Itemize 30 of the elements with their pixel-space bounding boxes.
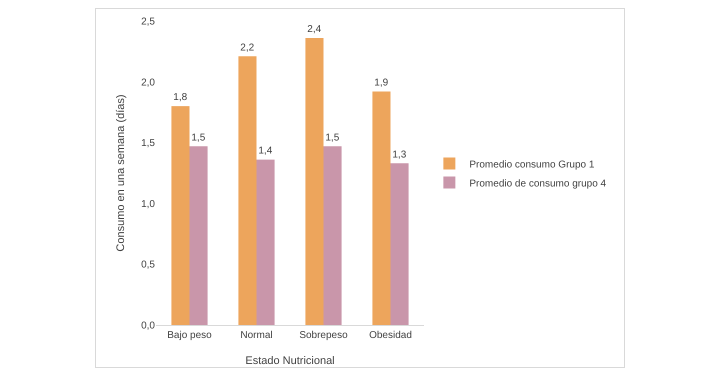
x-tick-label: Normal	[240, 330, 273, 341]
bar	[171, 106, 190, 325]
data-label: 1,5	[191, 132, 206, 144]
y-tick-label: 0,0	[141, 320, 156, 332]
y-tick-label: 2,0	[141, 77, 156, 88]
bar	[256, 160, 275, 325]
y-tick-label: 2,5	[141, 16, 156, 28]
legend-label: Promedio consumo Grupo 1	[469, 159, 595, 170]
bar	[372, 92, 390, 325]
data-label: 1,5	[325, 132, 340, 144]
y-tick-label: 0,5	[141, 260, 156, 271]
bar	[190, 146, 208, 325]
data-label: 2,2	[240, 42, 255, 54]
bar	[324, 146, 342, 325]
bar	[238, 56, 256, 325]
data-label: 1,8	[173, 92, 188, 104]
bar	[390, 163, 409, 325]
data-label: 1,9	[374, 78, 389, 89]
y-tick-label: 1,5	[141, 138, 156, 150]
x-tick-label: Obesidad	[369, 330, 412, 341]
x-tick-label: Sobrepeso	[299, 330, 348, 341]
data-label: 2,4	[307, 24, 322, 36]
data-label: 1,3	[392, 149, 407, 160]
data-label: 1,4	[258, 146, 273, 157]
y-axis-title: Consumo en una semana (días)	[115, 94, 127, 252]
x-axis-title: Estado Nutricional	[245, 355, 335, 367]
y-tick-label: 1,0	[141, 198, 156, 210]
x-tick-label: Bajo peso	[167, 330, 212, 341]
bar	[305, 38, 324, 325]
legend-label: Promedio de consumo grupo 4	[469, 178, 607, 190]
